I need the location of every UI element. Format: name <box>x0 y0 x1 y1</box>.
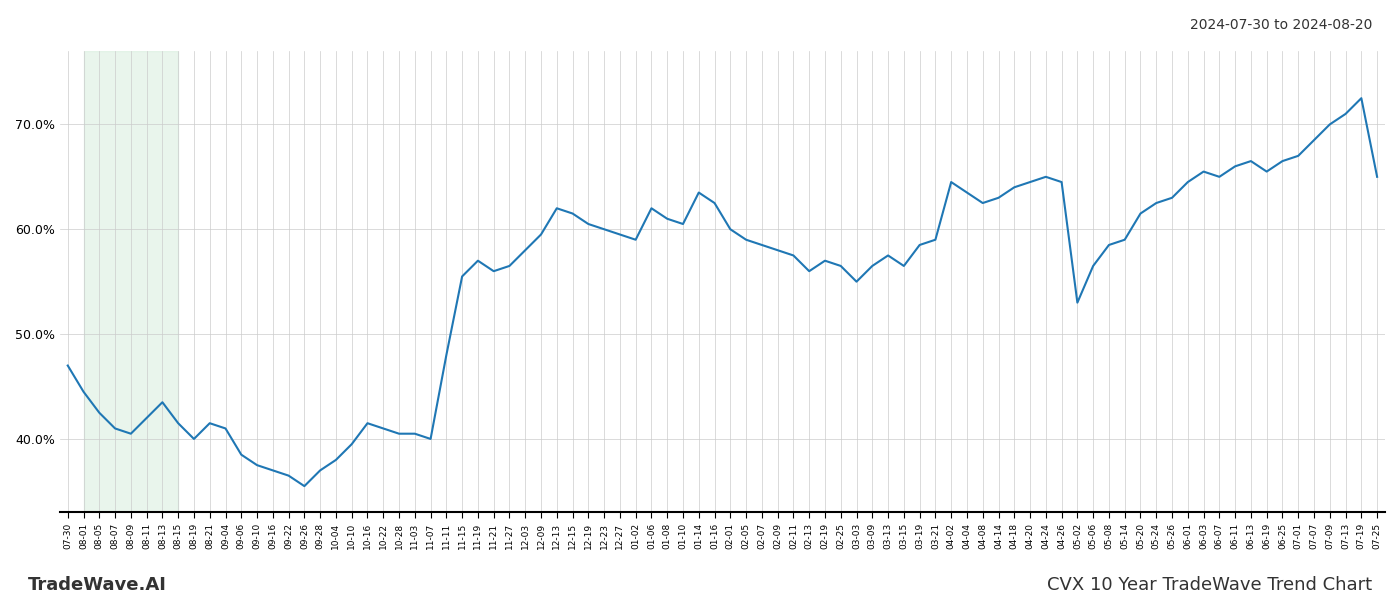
Text: TradeWave.AI: TradeWave.AI <box>28 576 167 594</box>
Bar <box>84 51 178 512</box>
Text: 2024-07-30 to 2024-08-20: 2024-07-30 to 2024-08-20 <box>1190 18 1372 32</box>
Text: CVX 10 Year TradeWave Trend Chart: CVX 10 Year TradeWave Trend Chart <box>1047 576 1372 594</box>
